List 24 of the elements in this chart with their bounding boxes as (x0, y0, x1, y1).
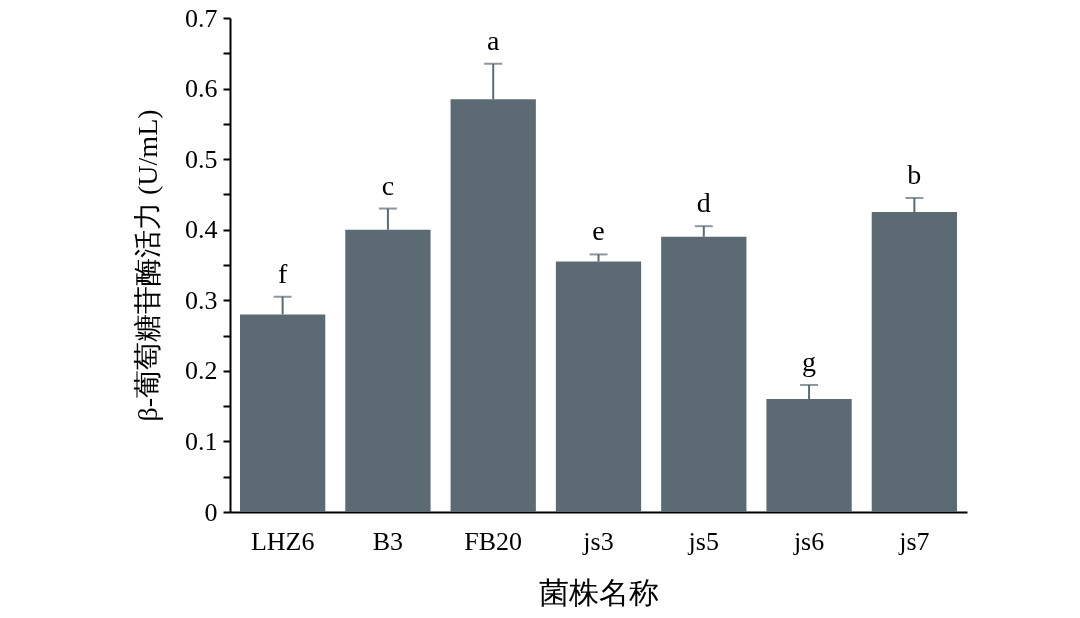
y-tick-label: 0.6 (185, 74, 218, 104)
x-tick-label: FB20 (464, 526, 523, 556)
y-tick-label: 0.7 (185, 3, 218, 33)
y-tick-label: 0 (204, 497, 218, 527)
x-tick-label: B3 (372, 526, 404, 556)
x-tick-label: js5 (687, 526, 719, 556)
x-tick-label: js6 (792, 526, 825, 556)
y-tick-label: 0.4 (185, 215, 218, 245)
x-tick-label: js3 (582, 526, 614, 556)
x-tick-label: js7 (898, 526, 930, 556)
annotation: d (696, 187, 711, 219)
annotation: b (907, 158, 922, 190)
x-axis-title: 菌株名称 (539, 575, 659, 609)
annotation: g (802, 345, 817, 377)
annotation: a (487, 24, 500, 56)
x-tick-label: LHZ6 (250, 526, 315, 556)
y-tick-label: 0.1 (185, 426, 218, 456)
y-tick-label: 0.5 (185, 144, 218, 174)
y-axis-title: β-葡萄糖苷酶活力 (U/mL) (132, 109, 163, 422)
annotation: c (381, 169, 395, 201)
annotation: f (277, 257, 288, 289)
y-tick-label: 0.2 (185, 356, 218, 386)
y-tick-label: 0.3 (185, 285, 218, 315)
annotation: e (592, 215, 605, 247)
